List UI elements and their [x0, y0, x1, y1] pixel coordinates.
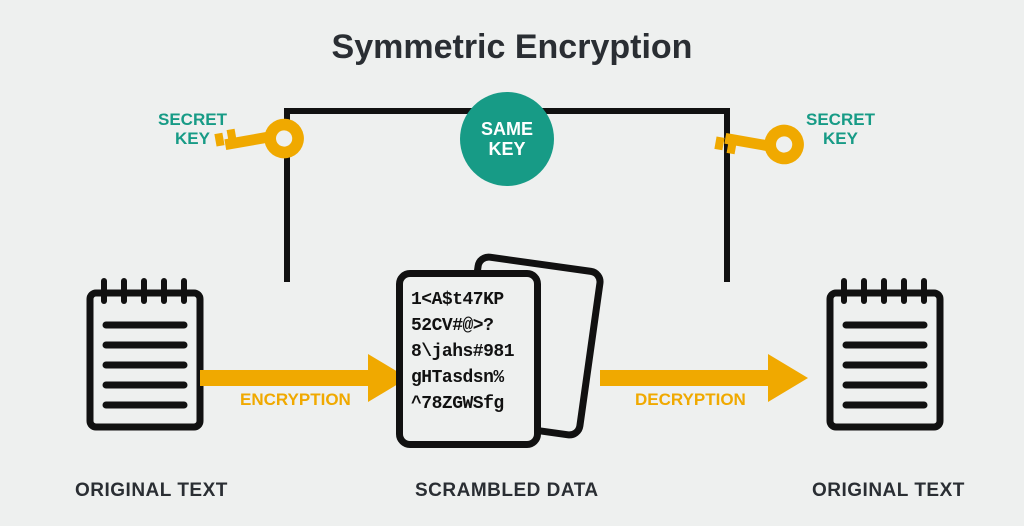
caption-original-left: ORIGINAL TEXT — [75, 480, 228, 502]
scrambled-line: 52CV#@>? — [411, 313, 526, 339]
scrambled-data-icon: 1<A$t47KP 52CV#@>? 8\jahs#981 gHTasdsn% … — [396, 260, 601, 450]
scrambled-line: ^78ZGWSfg — [411, 391, 526, 417]
secret-key-label-right: SECRET KEY — [806, 110, 875, 148]
scrambled-front-page: 1<A$t47KP 52CV#@>? 8\jahs#981 gHTasdsn% … — [396, 270, 541, 448]
same-key-badge: SAME KEY — [460, 92, 554, 186]
encryption-arrow — [200, 348, 410, 413]
scrambled-line: 8\jahs#981 — [411, 339, 526, 365]
scrambled-line: 1<A$t47KP — [411, 287, 526, 313]
decryption-arrow — [600, 348, 810, 413]
scrambled-line: gHTasdsn% — [411, 365, 526, 391]
original-text-icon-left — [80, 275, 210, 435]
key-icon-left — [192, 77, 321, 205]
caption-original-right: ORIGINAL TEXT — [812, 480, 965, 502]
diagram-title: Symmetric Encryption — [0, 28, 1024, 67]
key-icon-right — [692, 77, 821, 205]
original-text-icon-right — [820, 275, 950, 435]
caption-scrambled: SCRAMBLED DATA — [415, 480, 599, 502]
